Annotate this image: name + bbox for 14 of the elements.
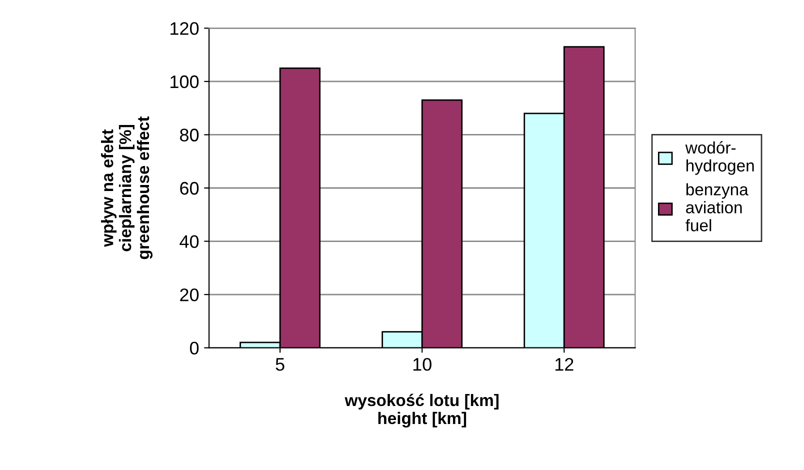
y-tick-label: 80	[180, 128, 199, 142]
x-axis-title: wysokość lotu [km] height [km]	[344, 394, 498, 428]
x-tick-label: 5	[276, 358, 284, 371]
x-tick-label: 12	[555, 358, 574, 371]
y-tick-label: 20	[180, 288, 199, 302]
y-tick-label: 40	[180, 235, 199, 248]
y-tick-label: 60	[180, 182, 199, 195]
y-axis-title: wpływ na efekt cieplarniany [%] greenhouse effect	[101, 116, 153, 260]
x-tick-label: 10	[413, 358, 432, 371]
legend-label: wodór- hydrogen	[685, 141, 754, 175]
y-tick-label: 100	[170, 75, 199, 88]
y-tick-label: 0	[190, 342, 199, 355]
y-tick-label: 120	[170, 22, 199, 35]
legend-label: benzyna aviation fuel	[686, 183, 748, 232]
